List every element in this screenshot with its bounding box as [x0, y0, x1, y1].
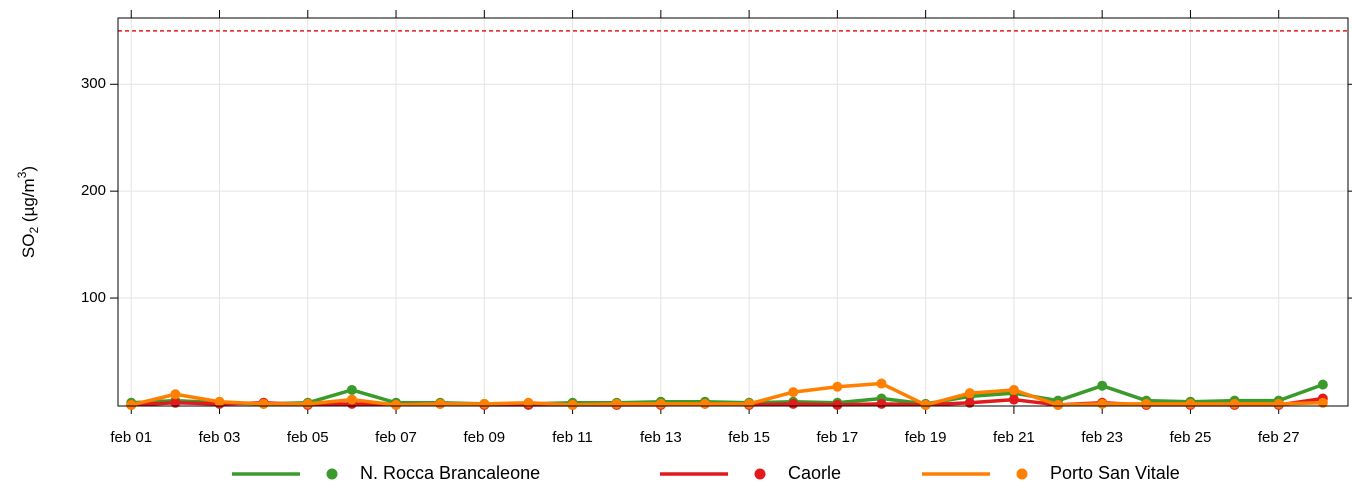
data-point	[744, 398, 755, 409]
data-point	[788, 398, 799, 409]
data-point	[920, 399, 931, 410]
x-tick-label: feb 27	[1258, 429, 1300, 446]
x-tick-label: feb 19	[905, 429, 947, 446]
data-point	[1097, 398, 1108, 409]
y-axis-label: SO2 (µg/m3)	[15, 166, 41, 258]
data-point	[567, 399, 578, 410]
legend-dot	[1016, 468, 1028, 480]
data-point	[1008, 384, 1019, 395]
data-point	[346, 384, 357, 395]
data-point	[788, 387, 799, 398]
data-point	[391, 399, 402, 410]
x-tick-label: feb 25	[1170, 429, 1212, 446]
series-line	[130, 381, 1323, 407]
data-point	[170, 397, 181, 408]
x-tick-label: feb 09	[463, 429, 505, 446]
data-point	[170, 389, 181, 400]
data-point	[1097, 380, 1108, 391]
data-point	[832, 399, 843, 410]
data-point	[832, 381, 843, 392]
data-point	[435, 398, 446, 409]
y-label-part: (µg/m	[19, 178, 38, 227]
plot-frame	[117, 17, 1349, 407]
data-point	[126, 399, 137, 410]
y-tick-label: 200	[81, 182, 106, 199]
data-point	[611, 398, 622, 409]
x-tick-label: feb 23	[1081, 429, 1123, 446]
data-point	[1141, 398, 1152, 409]
data-point	[1185, 398, 1196, 409]
data-point	[523, 397, 534, 408]
x-tick-label: feb 11	[552, 429, 593, 446]
data-point	[479, 398, 490, 409]
y-tick-label: 300	[81, 75, 106, 92]
x-tick-label: feb 13	[640, 429, 682, 446]
data-point	[876, 398, 887, 409]
data-point	[1273, 398, 1284, 409]
y-label-sub: 2	[27, 227, 41, 234]
x-tick-label: feb 05	[287, 429, 329, 446]
legend-label: Porto San Vitale	[1050, 463, 1180, 483]
x-tick-label: feb 03	[199, 429, 241, 446]
y-tick-label: 100	[81, 289, 106, 306]
data-point	[1317, 379, 1328, 390]
data-point	[1229, 398, 1240, 409]
data-point	[876, 378, 887, 389]
data-point	[214, 396, 225, 407]
x-tick-label: feb 21	[993, 429, 1035, 446]
x-tick-label: feb 07	[375, 429, 417, 446]
legend-dot	[326, 468, 338, 480]
y-label-part: SO	[19, 234, 38, 259]
data-point	[1053, 399, 1064, 410]
y-label-sup: 3	[15, 171, 29, 178]
data-point	[346, 394, 357, 405]
y-label-part: )	[19, 166, 38, 172]
legend-label: Caorle	[788, 463, 841, 483]
data-point	[655, 398, 666, 409]
data-point	[964, 388, 975, 399]
data-point	[1317, 397, 1328, 408]
x-tick-label: feb 15	[728, 429, 770, 446]
x-tick-label: feb 01	[110, 429, 152, 446]
data-point	[699, 398, 710, 409]
data-point	[964, 397, 975, 408]
legend-label: N. Rocca Brancaleone	[360, 463, 540, 483]
data-point	[302, 398, 313, 409]
data-point	[1008, 394, 1019, 405]
x-tick-label: feb 17	[817, 429, 859, 446]
data-point	[258, 398, 269, 409]
legend-dot	[754, 468, 766, 480]
